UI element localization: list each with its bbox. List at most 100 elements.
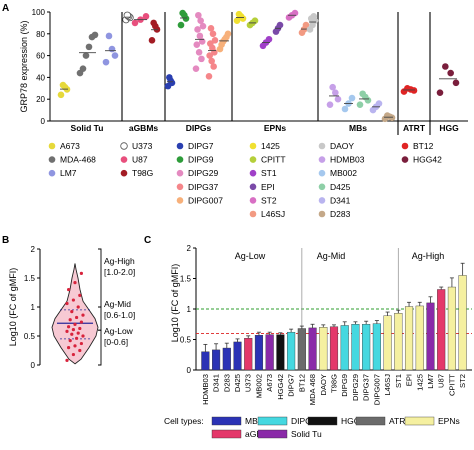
legend-swatch-cpitt bbox=[249, 156, 257, 163]
bar-l46sj bbox=[383, 315, 392, 371]
legend-swatch-d283 bbox=[318, 210, 326, 218]
legend-swatch-u87 bbox=[120, 156, 128, 163]
y-tick-label: 0 bbox=[187, 366, 192, 375]
legend-swatch-solid-tu bbox=[257, 429, 288, 439]
data-point bbox=[68, 318, 72, 322]
section-label-ag-high: Ag-High bbox=[412, 251, 445, 261]
point-l46sj bbox=[302, 21, 310, 29]
data-point bbox=[67, 288, 71, 292]
bar-cpitt bbox=[447, 286, 456, 371]
y-tick-label: 80 bbox=[36, 30, 45, 39]
bar-st1 bbox=[394, 313, 403, 371]
bracket-ag-mid bbox=[98, 306, 102, 331]
legend-label-daoy: DAOY bbox=[330, 141, 354, 151]
y-tick-label: 100 bbox=[32, 8, 46, 17]
point-dipg007 bbox=[224, 30, 232, 38]
point-dipg29 bbox=[193, 41, 201, 48]
point-d341 bbox=[375, 100, 383, 107]
legend-swatch-u373 bbox=[120, 142, 128, 150]
legend-swatch-hgg42 bbox=[401, 156, 409, 163]
legend-swatch-agbms bbox=[211, 429, 242, 439]
x-tick-label-d425: D425 bbox=[233, 374, 242, 392]
x-tick-label-d283: D283 bbox=[222, 374, 231, 392]
legend-swatch-atrt bbox=[355, 416, 386, 426]
legend-label-u373: U373 bbox=[132, 141, 153, 151]
point-dipg29 bbox=[199, 22, 207, 30]
y-tick-label: 20 bbox=[36, 95, 45, 104]
x-tick-label-lm7: LM7 bbox=[426, 374, 435, 389]
annotation-label-ag-low: Ag-Low bbox=[104, 326, 134, 336]
group-label-atrt: ATRT bbox=[403, 123, 426, 133]
data-point bbox=[75, 336, 79, 340]
y-tick-label: 40 bbox=[36, 73, 45, 82]
group-label-solid-tu: Solid Tu bbox=[71, 123, 104, 133]
group-label-mbs: MBs bbox=[349, 123, 367, 133]
legend-label-cpitt: CPITT bbox=[261, 155, 286, 165]
x-tick-label-dipg7: DIPG7 bbox=[287, 374, 296, 397]
point-1425 bbox=[235, 10, 243, 18]
y-tick-label: 2 bbox=[187, 244, 192, 253]
legend-label-mb002: MB002 bbox=[330, 168, 357, 178]
point-lm7 bbox=[108, 45, 116, 53]
legend-label-u87: U87 bbox=[132, 155, 148, 165]
point-dipg29 bbox=[196, 32, 204, 40]
y-tick-label: 1.5 bbox=[24, 274, 36, 283]
y-tick-label: 0 bbox=[31, 361, 36, 370]
data-point bbox=[65, 358, 69, 362]
x-tick-label-bt12: BT12 bbox=[297, 374, 306, 392]
legend-label-d283: D283 bbox=[330, 209, 351, 219]
bar-dipg9 bbox=[340, 325, 349, 371]
bar-lm7 bbox=[426, 302, 435, 371]
legend-swatch-l46sj bbox=[249, 210, 257, 218]
annotation-label-ag-high: Ag-High bbox=[104, 256, 135, 266]
x-tick-label-hgg42: HGG42 bbox=[276, 374, 285, 400]
legend-label-l46sj: L46SJ bbox=[261, 209, 285, 219]
point-hdmb03 bbox=[332, 89, 339, 96]
bar-daoy bbox=[319, 327, 328, 371]
legend-label-st2: ST2 bbox=[261, 195, 277, 205]
y-tick-label: 60 bbox=[36, 52, 45, 61]
legend-swatch-a673 bbox=[48, 142, 56, 150]
x-tick-label-mda-468: MDA 468 bbox=[308, 374, 317, 405]
y-tick-label: 2 bbox=[31, 245, 36, 254]
panel-a-legend: A673 MDA-468 LM7 U373 U87 T98G DIPG7 DIPG9 DIPG2… bbox=[48, 141, 442, 219]
point-hdmb03 bbox=[329, 83, 336, 91]
x-tick-label-st1: ST1 bbox=[394, 374, 403, 388]
legend-swatch-mb002 bbox=[318, 169, 326, 177]
legend-label-dipg9: DIPG9 bbox=[188, 155, 214, 165]
point-st2 bbox=[291, 9, 299, 17]
point-d283 bbox=[384, 112, 391, 119]
point-epi bbox=[276, 21, 284, 29]
data-point bbox=[78, 326, 82, 331]
point-dipg9 bbox=[177, 21, 185, 29]
y-tick-label: 1 bbox=[31, 303, 36, 312]
data-point bbox=[73, 344, 77, 348]
y-tick-label: 0 bbox=[41, 117, 46, 126]
annotation-range-ag-mid: [0.6-1.0] bbox=[104, 310, 135, 320]
x-tick-label-t98g: T98G bbox=[330, 374, 339, 393]
legend-swatch-dipg37 bbox=[176, 183, 184, 191]
point-hgg42 bbox=[436, 89, 444, 96]
point-lm7 bbox=[111, 52, 119, 59]
point-dipg29 bbox=[192, 65, 200, 72]
point-d425 bbox=[359, 90, 366, 98]
group-label-epns: EPNs bbox=[264, 123, 286, 133]
legend-label-hgg: HGG bbox=[341, 416, 360, 426]
panel-label-a: A bbox=[2, 3, 9, 14]
point-bt12 bbox=[404, 85, 411, 92]
x-tick-label-dipg29: DIPG29 bbox=[351, 374, 360, 401]
bar-d425 bbox=[233, 341, 242, 371]
annotation-range-ag-high: [1.0-2.0] bbox=[104, 267, 135, 277]
bar-epi bbox=[404, 306, 414, 371]
legend-label-t98g: T98G bbox=[132, 168, 153, 178]
point-lm7 bbox=[105, 32, 113, 40]
point-dipg37 bbox=[205, 73, 213, 80]
data-point bbox=[73, 322, 77, 326]
legend-swatch-d425 bbox=[318, 183, 326, 191]
point-a673 bbox=[59, 81, 67, 89]
data-point bbox=[78, 348, 82, 353]
legend-swatch-epi bbox=[249, 183, 257, 191]
legend-label-solid-tu: Solid Tu bbox=[291, 429, 322, 439]
panel-c: C 0 0.5 1 1.5 2 Log10 (FC of gMFI) Ag-Low Ag-Mid… bbox=[144, 235, 472, 439]
point-dipg37 bbox=[207, 25, 215, 32]
